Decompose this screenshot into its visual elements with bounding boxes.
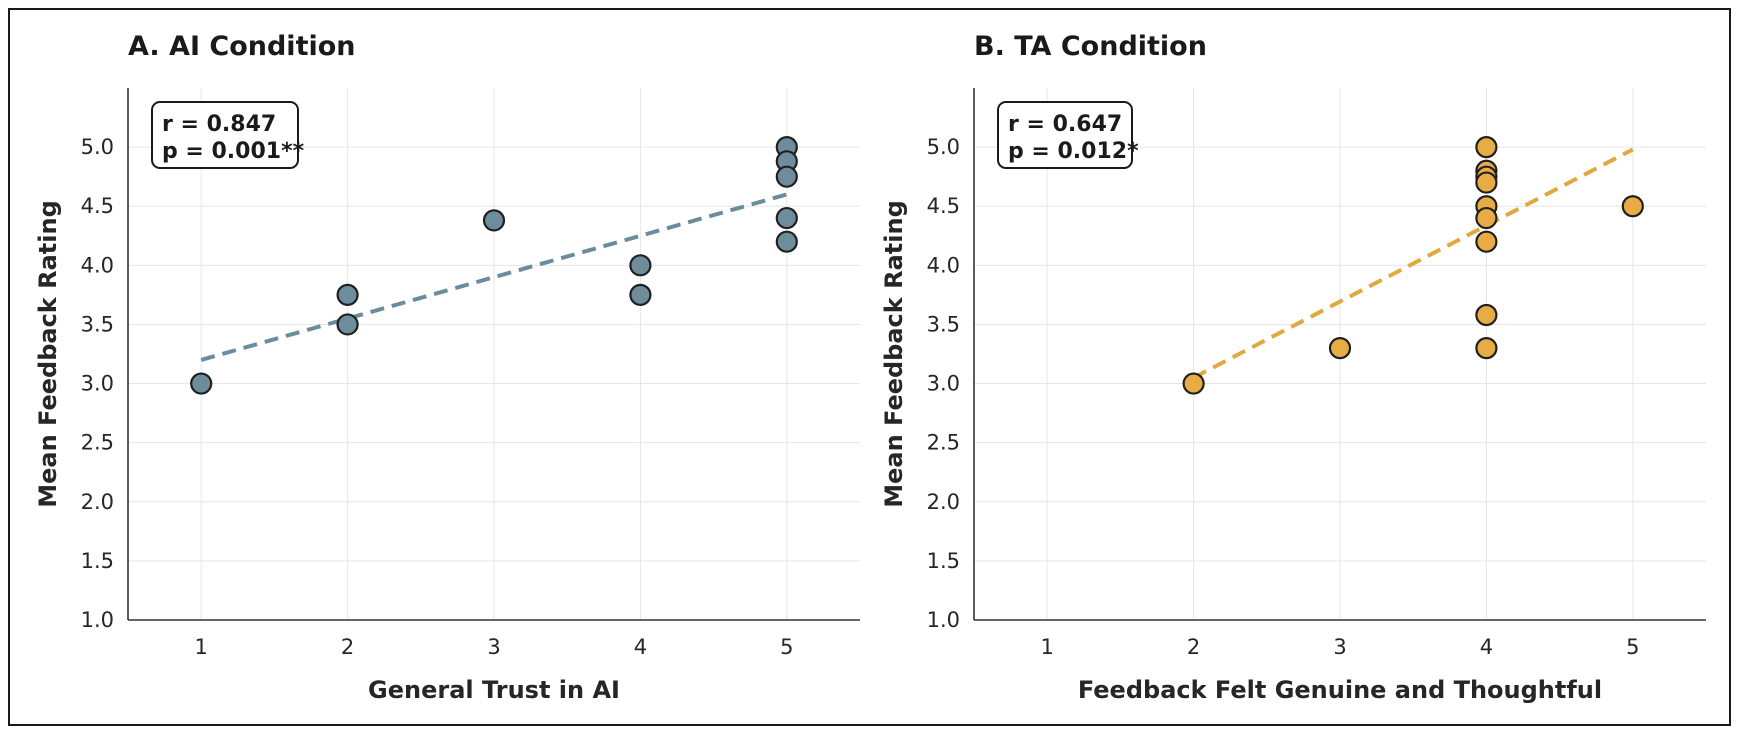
- data-point-ai: [336, 313, 359, 336]
- x-tick-label-ai: 3: [487, 635, 500, 659]
- y-tick-label-ta: 1.0: [927, 608, 960, 632]
- data-point-ta: [1621, 195, 1644, 218]
- y-tick-label-ta: 5.0: [927, 135, 960, 159]
- y-tick-label-ta: 3.0: [927, 372, 960, 396]
- data-point-ta: [1475, 171, 1498, 194]
- data-point-ai: [190, 372, 213, 395]
- data-point-ai: [482, 209, 506, 232]
- marks-ta: [1182, 136, 1644, 395]
- x-axis-label-ta: Feedback Felt Genuine and Thoughtful: [1078, 676, 1602, 704]
- y-tick-label-ta: 4.5: [927, 194, 960, 218]
- y-tick-label-ai: 4.0: [81, 253, 114, 277]
- panel-title-ta: B. TA Condition: [974, 31, 1207, 62]
- stats-box-ta: r = 0.647 p = 0.012*: [997, 101, 1139, 169]
- data-point-ta: [1475, 206, 1498, 230]
- x-tick-label-ta: 1: [1041, 635, 1054, 659]
- data-point-ai: [336, 283, 359, 306]
- y-tick-label-ta: 2.0: [927, 490, 960, 514]
- y-tick-label-ai: 1.0: [81, 608, 114, 632]
- data-point-ai: [775, 230, 798, 253]
- stats-box-frame-ai: [151, 101, 299, 169]
- trendline-ai: [200, 192, 788, 362]
- x-tick-label-ta: 2: [1187, 635, 1200, 659]
- x-axis-label-ai: General Trust in AI: [368, 676, 620, 704]
- data-point-ai: [775, 206, 798, 230]
- y-tick-label-ta: 3.5: [927, 312, 960, 336]
- panel-ta-condition: B. TA Condition 1.0 1.5 2.0 2.5 3.0 3.5 4.0 4.5…: [880, 31, 1706, 704]
- data-point-ai: [629, 283, 652, 306]
- data-point-ta: [1475, 230, 1498, 253]
- x-tick-label-ai: 4: [634, 635, 647, 659]
- data-point-ta: [1182, 372, 1205, 395]
- y-tick-label-ai: 3.5: [81, 312, 114, 336]
- data-point-ta: [1475, 136, 1498, 159]
- y-tick-label-ai: 2.0: [81, 490, 114, 514]
- data-point-ta: [1328, 336, 1352, 360]
- x-tick-label-ta: 3: [1333, 635, 1346, 659]
- data-point-ta: [1475, 303, 1498, 327]
- marks-ai: [190, 136, 798, 395]
- x-tick-label-ai: 2: [341, 635, 354, 659]
- stats-p-ta: p = 0.012*: [1008, 139, 1139, 164]
- y-tick-label-ta: 1.5: [927, 549, 960, 573]
- grid-ai: [128, 88, 860, 621]
- trendline-ta: [1192, 147, 1634, 380]
- stats-r-ai: r = 0.847: [162, 112, 276, 137]
- data-point-ai: [629, 254, 652, 277]
- panel-ai-condition: A. AI Condition 1.0 1.5 2.0 2.5 3.0 3.5 4.0 4.5…: [34, 31, 860, 704]
- x-tick-label-ta: 5: [1626, 635, 1639, 659]
- y-axis-label-ai: Mean Feedback Rating: [34, 200, 62, 508]
- y-tick-label-ai: 3.0: [81, 372, 114, 396]
- x-tick-label-ai: 5: [780, 635, 793, 659]
- panel-title-ai: A. AI Condition: [128, 31, 356, 62]
- y-axis-label-ta: Mean Feedback Rating: [880, 200, 908, 508]
- stats-p-ai: p = 0.001**: [162, 139, 305, 164]
- y-tick-label-ta: 2.5: [927, 431, 960, 455]
- stats-box-frame-ta: [997, 101, 1133, 169]
- x-tick-label-ta: 4: [1480, 635, 1493, 659]
- y-tick-label-ai: 4.5: [81, 194, 114, 218]
- stats-r-ta: r = 0.647: [1008, 112, 1122, 137]
- y-tick-label-ai: 5.0: [81, 135, 114, 159]
- y-tick-label-ai: 1.5: [81, 549, 114, 573]
- data-point-ai: [775, 165, 798, 188]
- data-point-ta: [1475, 336, 1498, 360]
- stats-box-ai: r = 0.847 p = 0.001**: [151, 101, 305, 169]
- y-tick-label-ai: 2.5: [81, 431, 114, 455]
- y-tick-label-ta: 4.0: [927, 253, 960, 277]
- ticks-ta: 1.0 1.5 2.0 2.5 3.0 3.5 4.0 4.5 5.0 1 2 3 4 5: [927, 135, 1640, 659]
- ticks-ai: 1.0 1.5 2.0 2.5 3.0 3.5 4.0 4.5 5.0 1 2 3 4 5: [81, 135, 794, 659]
- x-tick-label-ai: 1: [195, 635, 208, 659]
